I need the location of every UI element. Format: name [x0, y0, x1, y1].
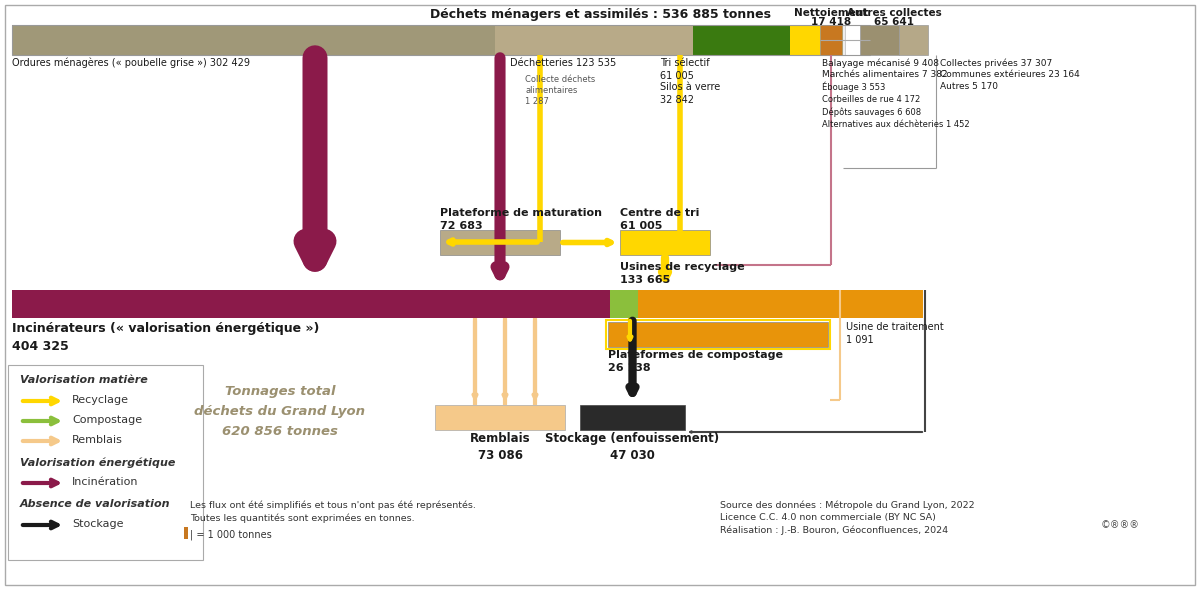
Bar — [8, 365, 203, 560]
Bar — [610, 290, 638, 318]
Text: 17 418: 17 418 — [811, 17, 851, 27]
Text: Source des données : Métropole du Grand Lyon, 2022
Licence C.C. 4.0 non commerci: Source des données : Métropole du Grand … — [720, 500, 974, 535]
Bar — [900, 25, 928, 55]
Bar — [692, 25, 791, 55]
Text: Les flux ont été simplifiés et tous n'ont pas été représentés.
Toutes les quanti: Les flux ont été simplifiés et tous n'on… — [190, 500, 476, 523]
Text: Valorisation matière: Valorisation matière — [20, 375, 148, 385]
Text: 65 641: 65 641 — [874, 17, 914, 27]
Text: | = 1 000 tonnes: | = 1 000 tonnes — [190, 530, 271, 540]
Text: Balayage mécanisé 9 408
Marchés alimentaires 7 382: Balayage mécanisé 9 408 Marchés alimenta… — [822, 58, 948, 79]
Text: Usine de traitement
1 091: Usine de traitement 1 091 — [846, 322, 943, 345]
Bar — [184, 527, 188, 539]
Text: Incinération: Incinération — [72, 477, 138, 487]
Text: Autres collectes: Autres collectes — [847, 8, 941, 18]
Bar — [791, 25, 842, 55]
Text: Plateforme de maturation
72 683: Plateforme de maturation 72 683 — [440, 208, 602, 231]
Text: Silos à verre
32 842: Silos à verre 32 842 — [660, 82, 720, 105]
Text: Compostage: Compostage — [72, 415, 142, 425]
Text: Ébouage 3 553
Corbeilles de rue 4 172
Dépôts sauvages 6 608
Alternatives aux déc: Ébouage 3 553 Corbeilles de rue 4 172 Dé… — [822, 82, 970, 129]
Text: Stockage: Stockage — [72, 519, 124, 529]
Text: Nettoiement: Nettoiement — [794, 8, 868, 18]
Text: Collecte déchets
alimentaires
1 287: Collecte déchets alimentaires 1 287 — [526, 75, 595, 106]
Text: Centre de tri
61 005: Centre de tri 61 005 — [620, 208, 700, 231]
Bar — [12, 25, 870, 55]
Bar — [436, 405, 565, 430]
Bar — [620, 230, 710, 255]
Bar — [12, 25, 496, 55]
Text: Stockage (enfouissement)
47 030: Stockage (enfouissement) 47 030 — [546, 432, 720, 462]
Text: Ordures ménagères (« poubelle grise ») 302 429: Ordures ménagères (« poubelle grise ») 3… — [12, 58, 250, 68]
Bar — [496, 25, 692, 55]
Text: Incinérateurs (« valorisation énergétique »)
404 325: Incinérateurs (« valorisation énergétiqu… — [12, 322, 319, 353]
Bar — [860, 25, 900, 55]
Bar — [580, 405, 685, 430]
Text: Déchetteries 123 535: Déchetteries 123 535 — [510, 58, 617, 68]
Text: Plateformes de compostage
26 138: Plateformes de compostage 26 138 — [608, 350, 784, 373]
Bar — [820, 25, 842, 55]
Text: Valorisation énergétique: Valorisation énergétique — [20, 457, 175, 467]
Bar — [440, 230, 560, 255]
Bar — [842, 25, 845, 55]
Bar — [12, 290, 922, 318]
Text: Remblais: Remblais — [72, 435, 122, 445]
Text: Usines de recyclage
133 665: Usines de recyclage 133 665 — [620, 262, 745, 285]
Text: Tonnages total
déchets du Grand Lyon
620 856 tonnes: Tonnages total déchets du Grand Lyon 620… — [194, 385, 366, 438]
Bar — [608, 322, 828, 347]
Text: Absence de valorisation: Absence de valorisation — [20, 499, 170, 509]
Bar — [606, 320, 830, 349]
Text: Déchets ménagers et assimilés : 536 885 tonnes: Déchets ménagers et assimilés : 536 885 … — [430, 8, 770, 21]
Text: Remblais
73 086: Remblais 73 086 — [469, 432, 530, 462]
Text: ©®®®: ©®®® — [1100, 520, 1140, 530]
Bar — [638, 290, 923, 318]
Text: Collectes privées 37 307
Communes extérieures 23 164
Autres 5 170: Collectes privées 37 307 Communes extéri… — [940, 58, 1080, 91]
Text: Tri sélectif
61 005: Tri sélectif 61 005 — [660, 58, 709, 81]
Text: Recyclage: Recyclage — [72, 395, 130, 405]
